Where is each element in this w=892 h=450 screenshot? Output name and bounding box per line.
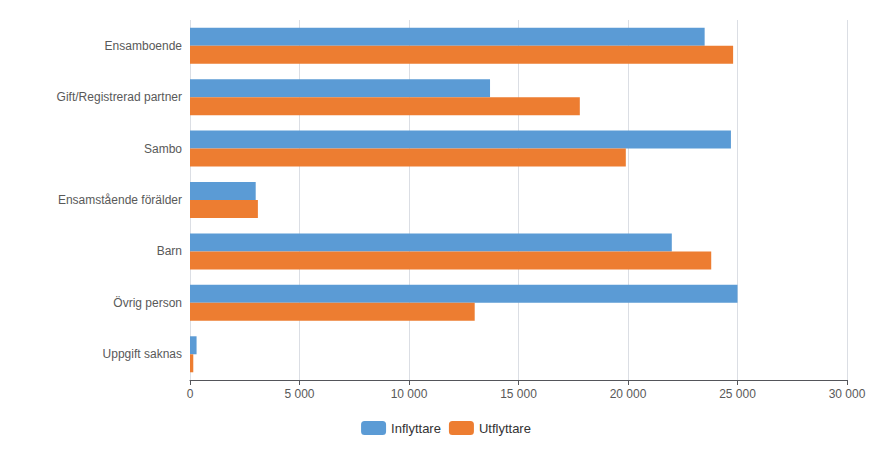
svg-text:Sambo: Sambo (144, 142, 182, 156)
svg-text:15 000: 15 000 (500, 387, 537, 401)
svg-text:Ensamboende: Ensamboende (105, 39, 183, 53)
svg-text:0: 0 (187, 387, 194, 401)
svg-text:5 000: 5 000 (284, 387, 314, 401)
svg-text:Uppgift saknas: Uppgift saknas (103, 347, 182, 361)
svg-text:Gift/Registrerad partner: Gift/Registrerad partner (57, 90, 182, 104)
svg-text:Barn: Barn (157, 244, 182, 258)
svg-text:25 000: 25 000 (719, 387, 756, 401)
svg-text:20 000: 20 000 (610, 387, 647, 401)
svg-text:Utflyttare: Utflyttare (479, 421, 531, 436)
svg-text:10 000: 10 000 (391, 387, 428, 401)
svg-text:Inflyttare: Inflyttare (391, 421, 441, 436)
svg-text:30 000: 30 000 (829, 387, 866, 401)
svg-text:Ensamstående förälder: Ensamstående förälder (58, 193, 182, 207)
svg-text:Övrig person: Övrig person (113, 296, 182, 310)
